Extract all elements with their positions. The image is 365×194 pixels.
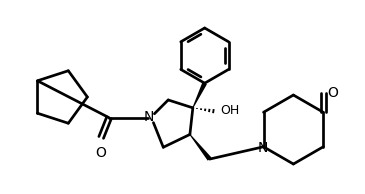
Polygon shape — [192, 82, 207, 108]
Text: O: O — [95, 146, 105, 160]
Polygon shape — [189, 134, 212, 161]
Text: N: N — [257, 141, 268, 155]
Text: O: O — [328, 86, 339, 100]
Text: OH: OH — [220, 104, 240, 117]
Text: N: N — [143, 110, 154, 124]
